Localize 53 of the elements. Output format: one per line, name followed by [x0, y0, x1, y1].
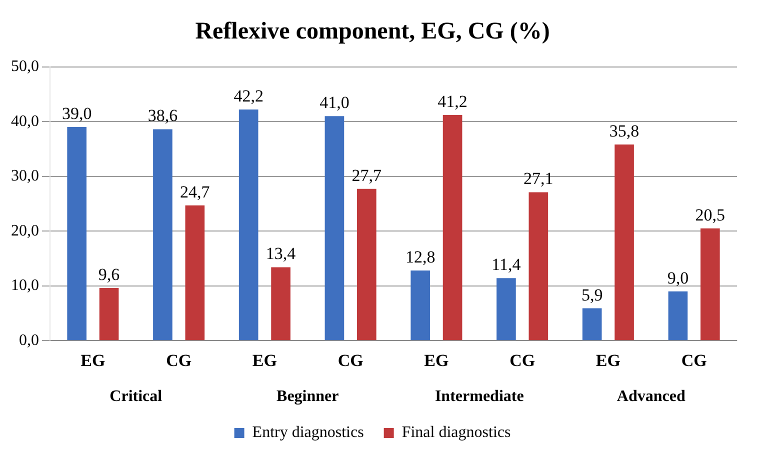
y-tick-label: 30,0: [11, 168, 39, 185]
text: Beginner: [276, 388, 339, 405]
legend-label: Final diagnostics: [402, 424, 511, 442]
data-label: 41,2: [438, 92, 468, 111]
bar: [700, 228, 720, 340]
data-label: 35,8: [609, 122, 640, 141]
data-label: 9,6: [98, 265, 120, 284]
bar: [271, 267, 290, 340]
y-tick-label: 50,0: [11, 58, 39, 76]
x-tick-label: CG: [338, 351, 364, 370]
x-tick-label: EG: [596, 351, 620, 370]
bar: [324, 116, 344, 340]
bar: [67, 127, 86, 340]
data-label: 27,1: [524, 169, 554, 188]
x-tick-label: EG: [252, 351, 277, 370]
data-label: 42,2: [234, 86, 264, 106]
legend-label: Entry diagnostics: [252, 424, 364, 442]
data-label: 24,7: [180, 182, 210, 202]
data-label: 11,4: [492, 255, 522, 274]
bar: [496, 278, 516, 340]
y-tick-label: 0,0: [19, 332, 39, 349]
bar: [582, 308, 602, 340]
data-label: 41,0: [320, 93, 350, 112]
x-tick-label: CG: [510, 351, 536, 370]
data-label: 38,6: [148, 106, 178, 126]
bar: [185, 205, 205, 340]
data-label: 20,5: [695, 205, 726, 224]
text: Critical: [110, 388, 163, 405]
bar: [153, 129, 172, 340]
data-label: 39,0: [62, 104, 92, 124]
data-label: 12,8: [405, 247, 436, 266]
data-label: 5,9: [581, 285, 603, 304]
bar: [442, 114, 462, 340]
data-label: 9,0: [667, 268, 689, 288]
bar: [99, 288, 119, 340]
bar: [528, 192, 548, 340]
data-label: 27,7: [352, 166, 382, 185]
bar: [238, 110, 258, 340]
text: Advanced: [616, 388, 686, 405]
x-tick-label: CG: [166, 351, 192, 370]
x-tick-label: CG: [681, 351, 707, 370]
x-tick-label: EG: [424, 351, 449, 370]
chart-title: Reflexive component, EG, CG (%): [195, 18, 550, 45]
bar: [410, 270, 430, 340]
y-tick-label: 40,0: [11, 112, 39, 130]
y-tick-label: 10,0: [11, 277, 39, 294]
bar: [357, 188, 376, 340]
data-label: 13,4: [266, 244, 296, 264]
y-tick-label: 20,0: [11, 222, 39, 240]
text: Intermediate: [434, 388, 524, 405]
x-tick-label: EG: [80, 351, 106, 370]
bar: [614, 144, 634, 340]
bar: [668, 291, 688, 340]
